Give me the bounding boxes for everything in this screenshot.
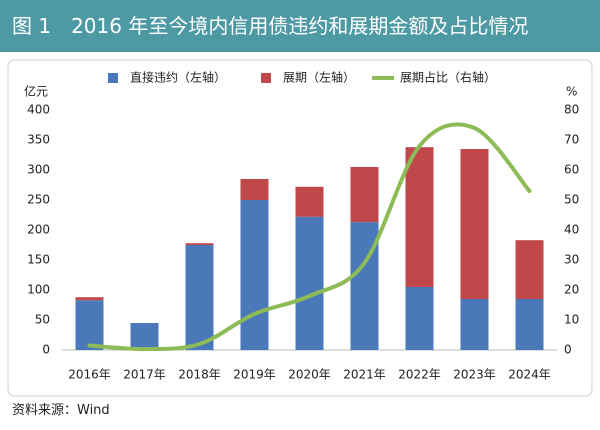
x-tick-label: 2020年 <box>288 368 331 382</box>
x-tick-label: 2021年 <box>343 368 386 382</box>
bar <box>405 147 434 287</box>
y2-tick-label: 60 <box>564 163 579 177</box>
bar <box>295 186 324 217</box>
bar <box>460 149 489 299</box>
bar <box>240 200 269 350</box>
y-tick-label: 150 <box>27 253 50 267</box>
bar <box>515 240 544 299</box>
y2-tick-label: 70 <box>564 133 579 147</box>
y-tick-label: 350 <box>27 133 50 147</box>
chart-title: 图 1 2016 年至今境内信用债违约和展期金额及占比情况 <box>12 14 529 38</box>
y2-tick-label: 40 <box>564 223 579 237</box>
y2-tick-label: 10 <box>564 313 579 327</box>
legend-label: 直接违约（左轴） <box>130 70 226 85</box>
y2-tick-label: 50 <box>564 193 579 207</box>
y-tick-label: 200 <box>27 223 50 237</box>
y-tick-label: 400 <box>27 103 50 117</box>
legend-swatch <box>108 73 118 83</box>
bar <box>75 300 104 350</box>
legend-label: 展期（左轴） <box>283 70 355 85</box>
bar <box>460 299 489 350</box>
source: 资料来源：Wind <box>12 403 110 418</box>
x-tick-label: 2022年 <box>398 368 441 382</box>
y-tick-label: 100 <box>27 283 50 297</box>
y-unit: 亿元 <box>24 84 48 99</box>
x-tick-label: 2018年 <box>178 368 221 382</box>
bar <box>405 287 434 350</box>
x-tick-label: 2024年 <box>508 368 551 382</box>
y2-tick-label: 80 <box>564 103 579 117</box>
bar <box>295 216 324 350</box>
x-tick-label: 2016年 <box>68 368 111 382</box>
legend-label: 展期占比（右轴） <box>400 70 496 85</box>
bar <box>185 243 214 245</box>
y-tick-label: 50 <box>35 313 50 327</box>
x-tick-label: 2017年 <box>123 368 166 382</box>
x-tick-label: 2019年 <box>233 368 276 382</box>
title-banner: 图 1 2016 年至今境内信用债违约和展期金额及占比情况 <box>0 0 600 52</box>
bar <box>515 299 544 350</box>
y-tick-label: 250 <box>27 193 50 207</box>
x-tick-label: 2023年 <box>453 368 496 382</box>
bar <box>130 323 159 350</box>
bar <box>75 297 104 301</box>
legend-swatch <box>261 73 271 83</box>
y2-tick-label: 30 <box>564 253 579 267</box>
y2-tick-label: 20 <box>564 283 579 297</box>
y-tick-label: 0 <box>42 343 50 357</box>
y-tick-label: 300 <box>27 163 50 177</box>
bar <box>240 179 269 200</box>
y2-unit: % <box>566 85 577 99</box>
bar <box>185 245 214 350</box>
bar <box>350 167 379 223</box>
y2-tick-label: 0 <box>564 343 572 357</box>
line <box>87 122 532 352</box>
